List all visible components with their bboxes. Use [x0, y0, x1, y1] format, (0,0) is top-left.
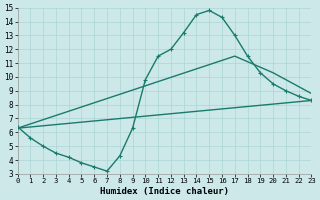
X-axis label: Humidex (Indice chaleur): Humidex (Indice chaleur): [100, 187, 229, 196]
